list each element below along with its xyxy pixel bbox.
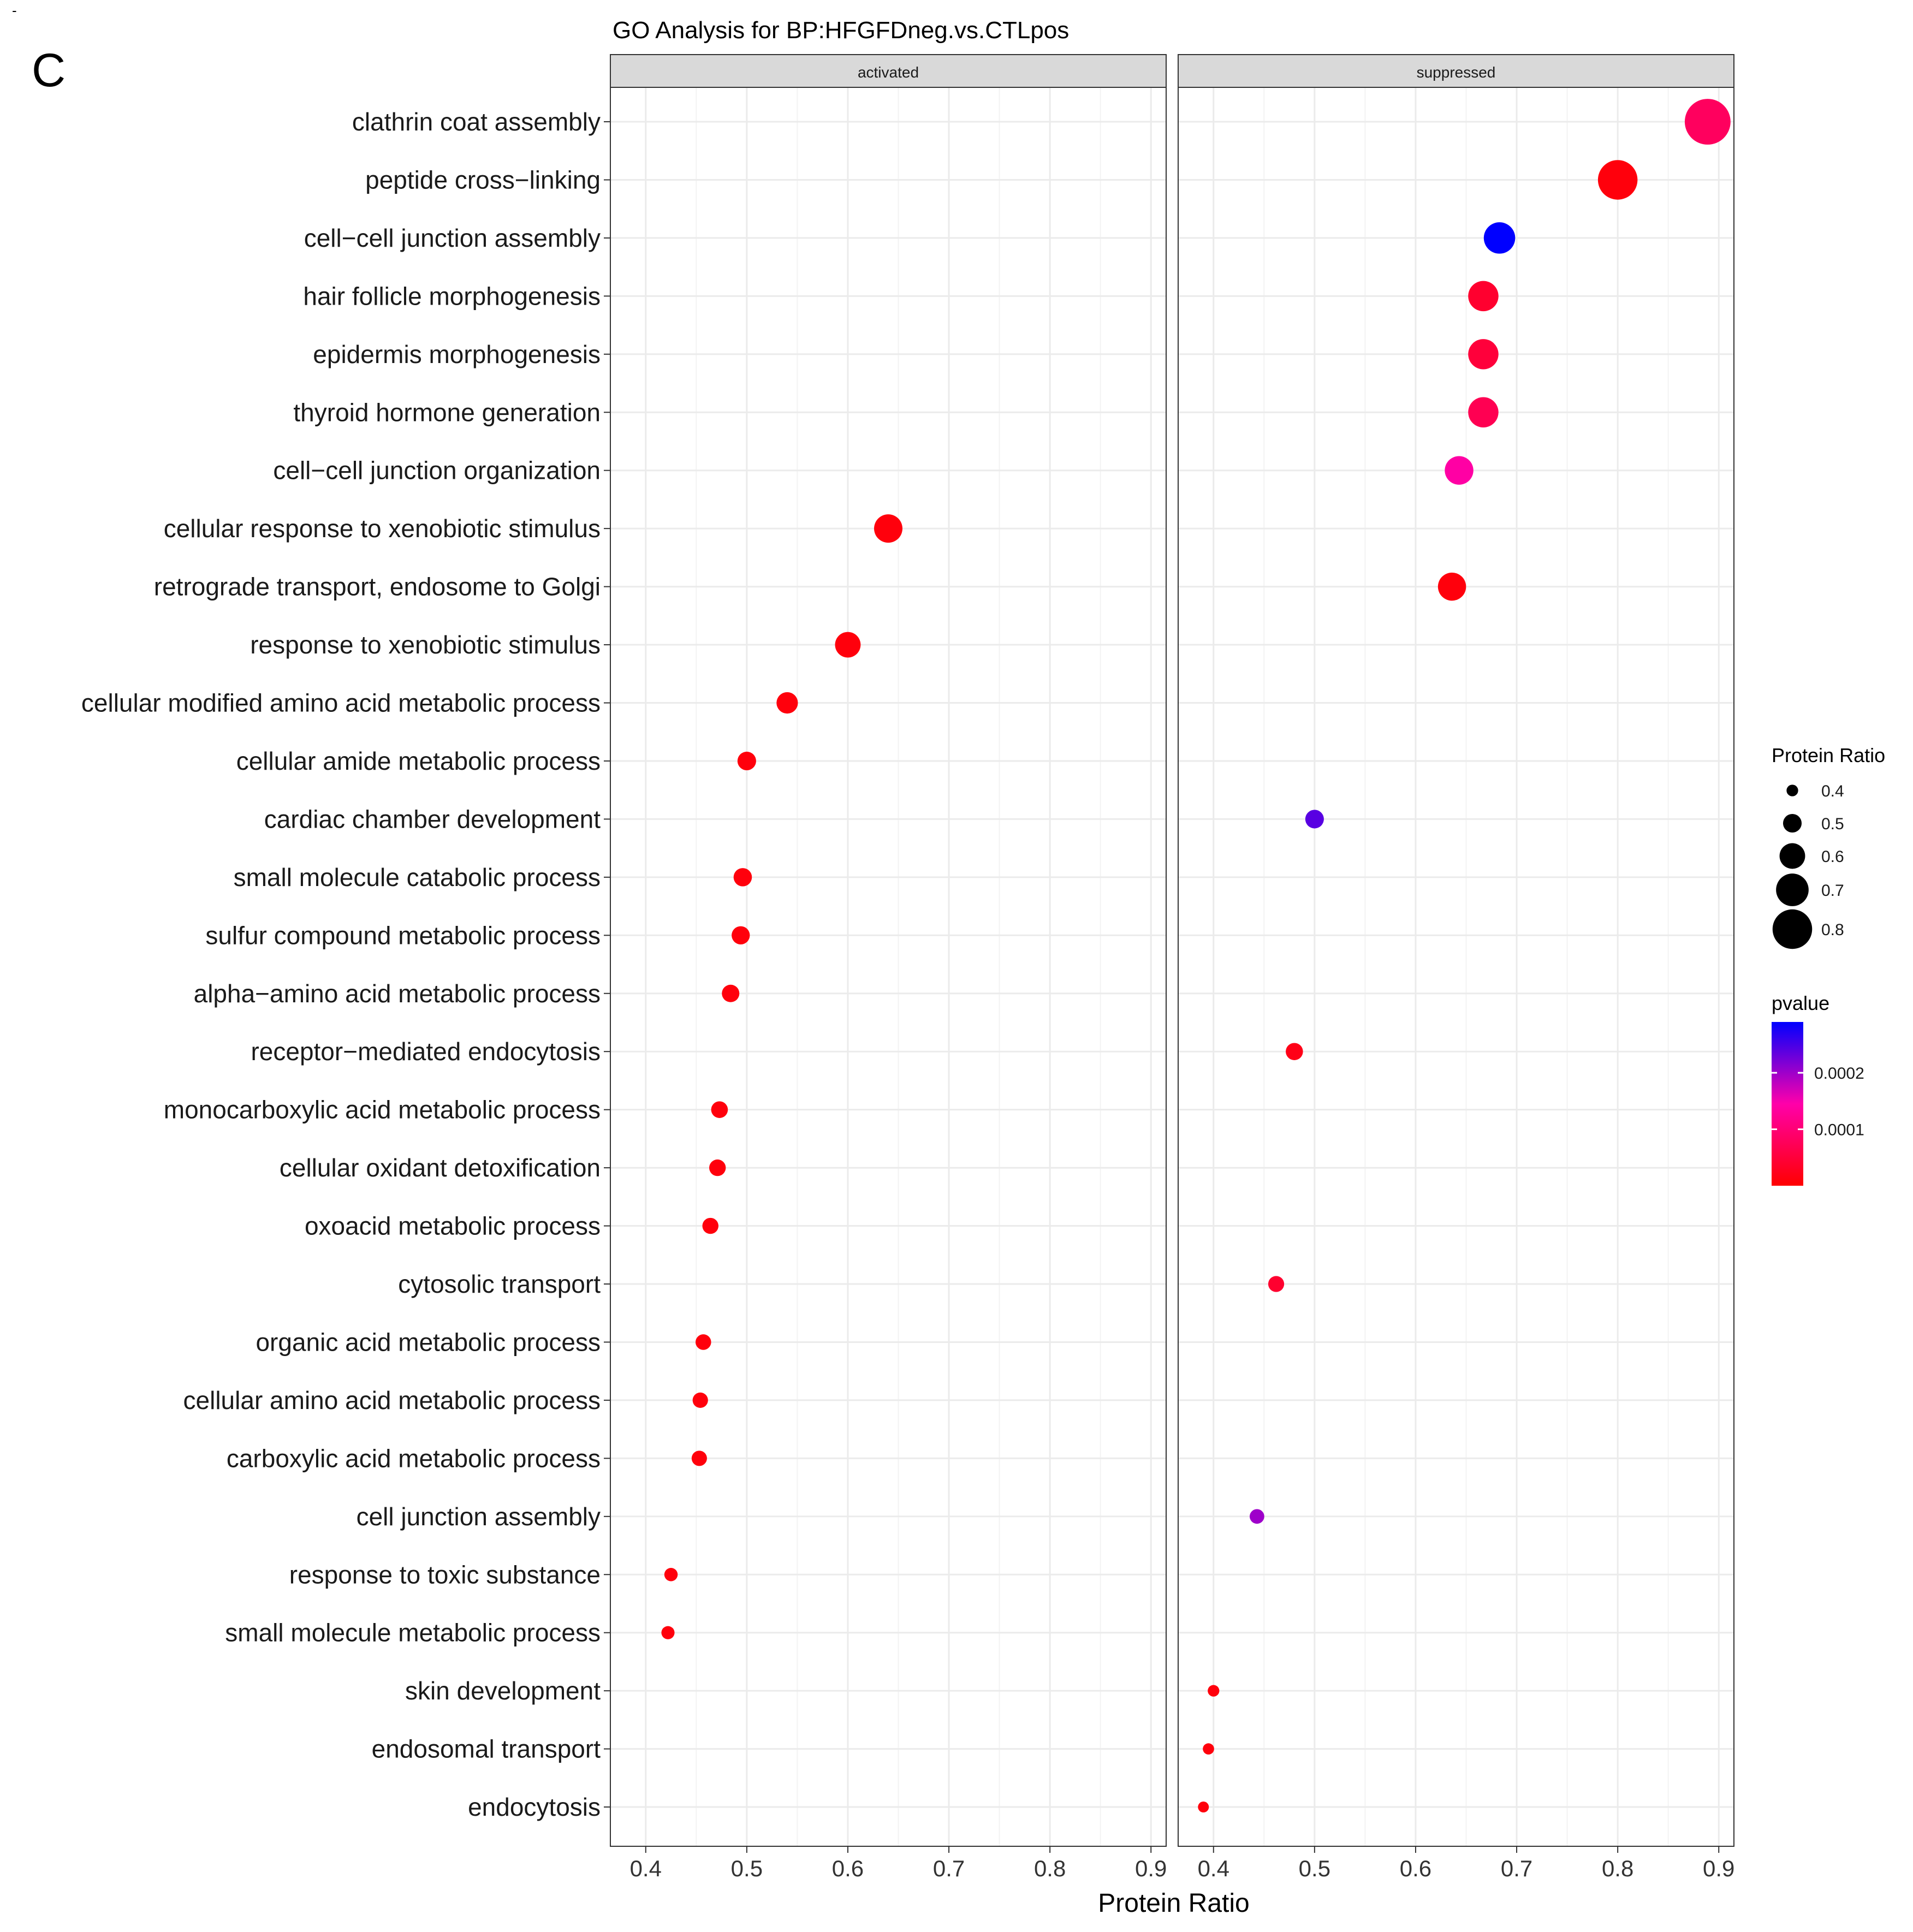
x-tick-label: 0.8 (1034, 1856, 1066, 1881)
y-tick-label: oxoacid metabolic process (305, 1212, 601, 1240)
y-tick-label: epidermis morphogenesis (313, 340, 601, 368)
x-tick-label: 0.6 (1400, 1856, 1431, 1881)
size-legend-key (1772, 909, 1813, 949)
data-point (1445, 456, 1474, 485)
y-tick-label: skin development (405, 1677, 601, 1705)
size-legend-key (1783, 813, 1802, 833)
y-tick-label: sulfur compound metabolic process (205, 921, 601, 949)
y-tick-label: endosomal transport (372, 1735, 601, 1763)
y-tick-label: cell−cell junction organization (273, 456, 601, 485)
y-tick-label: cardiac chamber development (264, 805, 601, 833)
y-tick-label: clathrin coat assembly (352, 108, 601, 136)
size-legend-key (1776, 873, 1809, 906)
color-legend-title: pvalue (1772, 992, 1829, 1014)
data-point (1268, 1276, 1285, 1292)
data-point (709, 1159, 726, 1176)
y-tick-label: cell junction assembly (357, 1502, 601, 1531)
y-tick-label: alpha−amino acid metabolic process (194, 979, 601, 1008)
facet-label-suppressed: suppressed (1417, 64, 1496, 81)
data-point (732, 926, 750, 944)
y-tick-label: response to xenobiotic stimulus (250, 631, 601, 659)
size-legend-label: 0.8 (1821, 921, 1844, 939)
y-tick-label: cellular response to xenobiotic stimulus (164, 514, 601, 543)
data-point (691, 1451, 707, 1466)
y-tick-label: peptide cross−linking (365, 165, 601, 194)
size-legend-label: 0.6 (1821, 848, 1844, 866)
size-legend-label: 0.5 (1821, 815, 1844, 833)
data-point (1597, 160, 1638, 200)
y-tick-label: organic acid metabolic process (256, 1328, 601, 1356)
y-tick-label: hair follicle morphogenesis (303, 282, 601, 310)
data-point (711, 1101, 728, 1118)
data-point (1198, 1802, 1209, 1813)
x-tick-label: 0.7 (1501, 1856, 1532, 1881)
data-point (1286, 1043, 1303, 1060)
data-point (874, 514, 902, 543)
y-tick-label: cell−cell junction assembly (304, 224, 601, 252)
y-tick-label: cellular amide metabolic process (236, 747, 601, 775)
color-legend-bar (1772, 1022, 1803, 1186)
y-tick-label: cellular amino acid metabolic process (183, 1386, 601, 1414)
data-point (1203, 1743, 1214, 1755)
data-point (1468, 397, 1499, 427)
panel-border (1178, 87, 1734, 1847)
y-tick-label: carboxylic acid metabolic process (227, 1444, 601, 1472)
data-point (1684, 99, 1731, 145)
data-point (1468, 281, 1499, 312)
size-legend-label: 0.4 (1821, 782, 1844, 800)
data-point (702, 1217, 718, 1234)
facet-label-activated: activated (858, 64, 919, 81)
size-legend-key (1786, 784, 1798, 796)
data-point (695, 1334, 711, 1350)
data-point (835, 632, 861, 658)
data-point (664, 1568, 678, 1582)
x-tick-label: 0.6 (832, 1856, 864, 1881)
x-tick-label: 0.8 (1602, 1856, 1633, 1881)
chart-title: GO Analysis for BP:HFGFDneg.vs.CTLpos (613, 17, 1069, 44)
y-tick-label: small molecule catabolic process (234, 863, 601, 891)
x-tick-label: 0.9 (1135, 1856, 1167, 1881)
data-point (1305, 810, 1324, 829)
panel-letter: C (32, 44, 66, 97)
data-point (776, 692, 798, 714)
size-legend-key (1779, 843, 1805, 869)
data-point (737, 751, 756, 770)
panel-background (1178, 87, 1734, 1846)
y-tick-label: receptor−mediated endocytosis (251, 1037, 601, 1066)
y-tick-label: cellular modified amino acid metabolic p… (81, 689, 601, 717)
y-tick-label: retrograde transport, endosome to Golgi (154, 573, 601, 601)
y-tick-label: monocarboxylic acid metabolic process (164, 1096, 601, 1124)
x-axis-title: Protein Ratio (1098, 1889, 1249, 1918)
y-tick-label: small molecule metabolic process (225, 1619, 601, 1647)
x-tick-label: 0.5 (731, 1856, 763, 1881)
data-point (661, 1626, 675, 1639)
size-legend-label: 0.7 (1821, 882, 1844, 900)
x-tick-label: 0.4 (630, 1856, 662, 1881)
x-tick-label: 0.9 (1703, 1856, 1734, 1881)
data-point (1249, 1509, 1264, 1524)
x-tick-label: 0.4 (1198, 1856, 1229, 1881)
y-tick-label: cellular oxidant detoxification (280, 1154, 601, 1182)
panel-background (610, 87, 1166, 1846)
x-tick-label: 0.5 (1299, 1856, 1330, 1881)
data-point (1208, 1685, 1220, 1697)
data-point (1483, 222, 1516, 254)
size-legend-title: Protein Ratio (1772, 744, 1885, 766)
data-point (1468, 339, 1499, 370)
panel-border (610, 87, 1167, 1847)
facet-strip-suppressed (1178, 54, 1734, 88)
color-legend-label: 0.0001 (1814, 1121, 1864, 1139)
x-tick-label: 0.7 (933, 1856, 965, 1881)
corner-mark: - (12, 2, 17, 19)
y-tick-label: endocytosis (468, 1793, 601, 1821)
data-point (733, 868, 752, 887)
y-tick-label: cytosolic transport (398, 1270, 601, 1298)
data-point (692, 1392, 708, 1408)
color-legend-label: 0.0002 (1814, 1065, 1864, 1083)
data-point (1437, 572, 1466, 601)
data-point (722, 984, 740, 1002)
y-tick-label: thyroid hormone generation (293, 398, 601, 426)
y-tick-label: response to toxic substance (289, 1560, 601, 1589)
